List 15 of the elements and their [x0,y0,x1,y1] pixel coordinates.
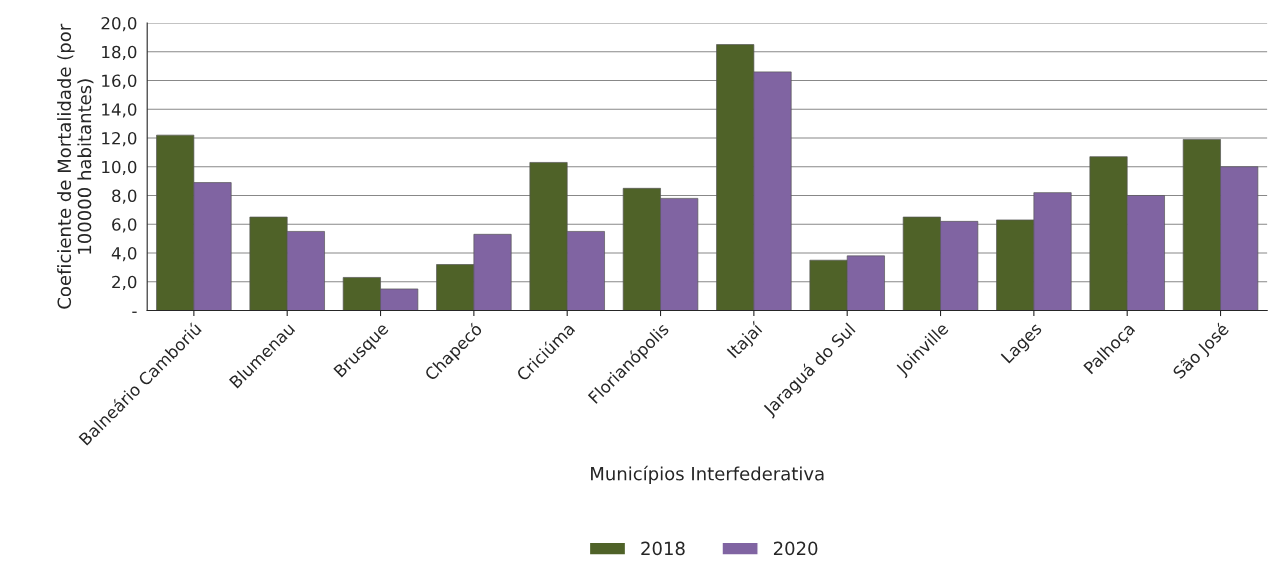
y-tick-label: 10,0 [102,160,137,176]
y-tick-label: 18,0 [102,45,137,61]
y-tick-label: 6,0 [112,218,137,233]
y-tick-label: 12,0 [102,131,137,147]
y-tick-label: 16,0 [102,74,137,89]
y-tick-label: 20,0 [101,16,137,32]
y-tick-label: 8,0 [112,189,137,204]
x-axis-title: Municípios Interfederativa [591,465,824,484]
legend-label: 2020 [773,541,818,556]
y-tick-label: 2,0 [112,275,137,291]
y-tick-label: 4,0 [111,246,137,262]
y-tick-label: 14,0 [102,103,137,118]
legend-label: 2018 [641,541,685,556]
y-axis-title: Coeficiente de Mortalidade (por 100000 habitantes) [57,23,94,309]
y-tick-label: - [132,311,137,313]
